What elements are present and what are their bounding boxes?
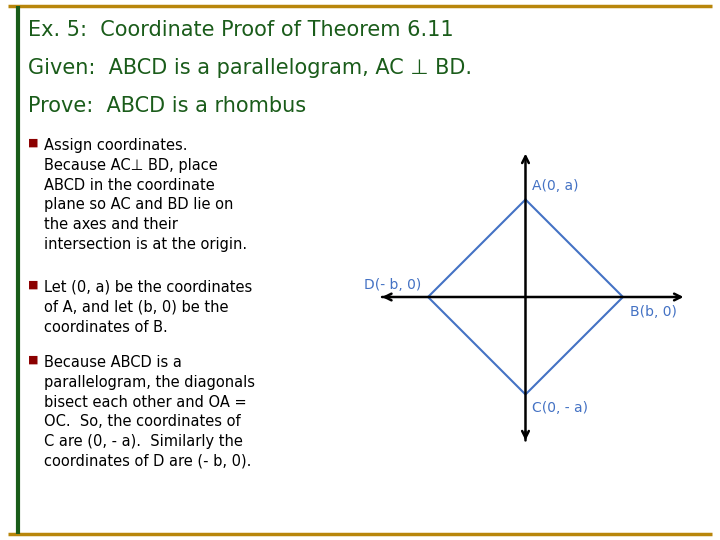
Text: Given:  ABCD is a parallelogram, AC ⊥ BD.: Given: ABCD is a parallelogram, AC ⊥ BD. <box>28 58 472 78</box>
Text: A(0, a): A(0, a) <box>532 179 579 193</box>
Text: Because ABCD is a
parallelogram, the diagonals
bisect each other and OA =
OC.  S: Because ABCD is a parallelogram, the dia… <box>44 355 255 469</box>
Text: ■: ■ <box>28 355 38 365</box>
Text: Let (0, a) be the coordinates
of A, and let (b, 0) be the
coordinates of B.: Let (0, a) be the coordinates of A, and … <box>44 280 252 335</box>
Text: Prove:  ABCD is a rhombus: Prove: ABCD is a rhombus <box>28 96 306 116</box>
Text: Ex. 5:  Coordinate Proof of Theorem 6.11: Ex. 5: Coordinate Proof of Theorem 6.11 <box>28 20 454 40</box>
Text: Assign coordinates.
Because AC⊥ BD, place
ABCD in the coordinate
plane so AC and: Assign coordinates. Because AC⊥ BD, plac… <box>44 138 247 252</box>
Text: D(- b, 0): D(- b, 0) <box>364 278 421 292</box>
Text: B(b, 0): B(b, 0) <box>630 305 677 319</box>
Text: ■: ■ <box>28 280 38 290</box>
Text: ■: ■ <box>28 138 38 148</box>
Text: C(0, - a): C(0, - a) <box>532 401 588 415</box>
